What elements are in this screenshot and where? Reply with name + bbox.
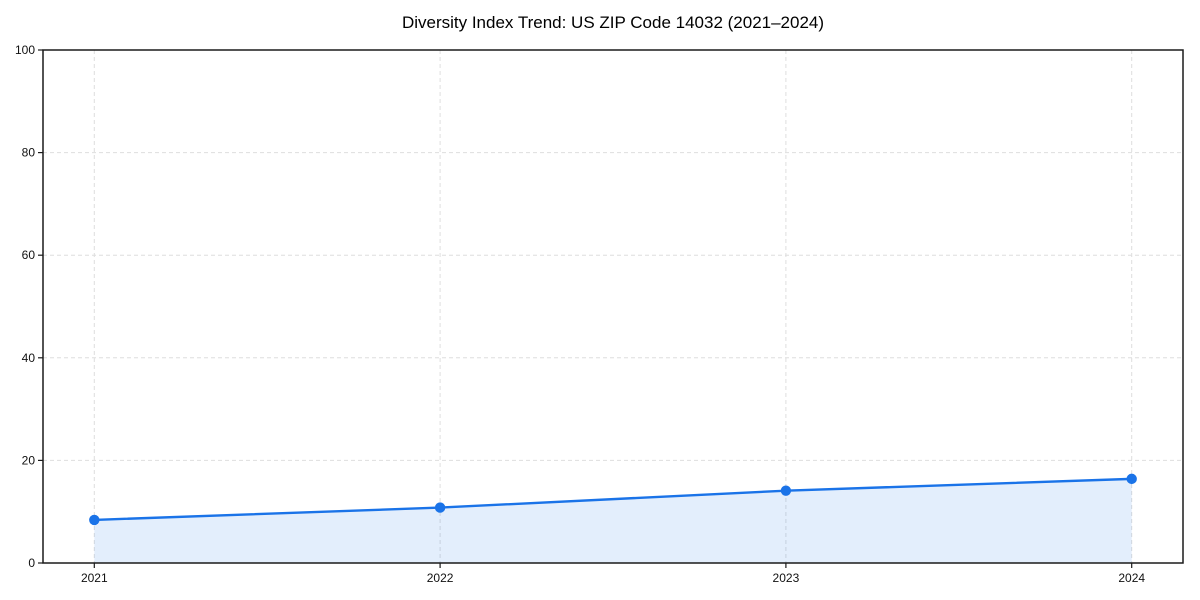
y-tick-label: 20 <box>22 453 36 467</box>
x-tick-label: 2021 <box>81 571 108 585</box>
chart-title: Diversity Index Trend: US ZIP Code 14032… <box>401 13 825 32</box>
y-tick-label: 60 <box>22 248 36 262</box>
plot-border <box>42 49 1184 564</box>
data-point-2024 <box>1126 473 1137 485</box>
trend-line <box>93 477 1133 522</box>
y-tick-label: 80 <box>22 146 36 160</box>
data-point-2022 <box>434 502 446 513</box>
trend-area <box>94 478 1132 563</box>
y-tick-label: 40 <box>22 351 36 365</box>
x-tick-label: 2022 <box>427 571 454 585</box>
y-tick-label: 100 <box>15 43 35 57</box>
x-tick-label: 2024 <box>1118 571 1145 585</box>
y-tick-label: 0 <box>28 556 35 570</box>
x-tick-label: 2023 <box>773 571 800 585</box>
data-point-2023 <box>780 485 792 496</box>
data-point-2021 <box>89 514 100 526</box>
